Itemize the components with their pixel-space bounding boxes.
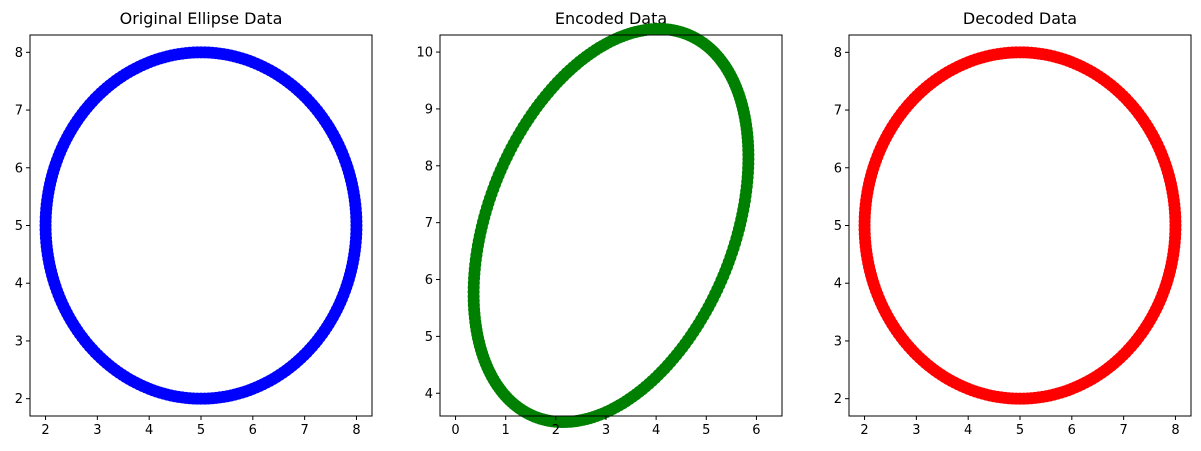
x-tick-label: 3: [93, 423, 101, 438]
x-tick-label: 4: [652, 423, 660, 438]
panel-decoded: Decoded Data 2 3 4 5 6 7 8 2 3 4 5 6 7 8: [834, 9, 1192, 438]
panel-title: Original Ellipse Data: [120, 9, 283, 28]
x-tick-label: 2: [552, 423, 560, 438]
x-tick-label: 5: [1016, 423, 1024, 438]
x-tick-label: 7: [1119, 423, 1127, 438]
y-tick-label: 4: [425, 387, 433, 402]
y-tick-label: 3: [834, 334, 842, 349]
y-tick-label: 4: [15, 277, 23, 292]
data-point: [694, 35, 707, 48]
y-tick-label: 6: [834, 161, 842, 176]
x-tick-label: 1: [502, 423, 510, 438]
x-tick-label: 5: [702, 423, 710, 438]
x-tick-label: 6: [752, 423, 760, 438]
y-tick-label: 10: [416, 46, 433, 61]
panel-title: Encoded Data: [555, 9, 667, 28]
x-tick-label: 4: [145, 423, 153, 438]
axes-frame: [439, 34, 783, 417]
y-tick-label: 7: [425, 216, 433, 231]
x-tick-label: 8: [1171, 423, 1179, 438]
y-tick-label: 8: [425, 159, 433, 174]
x-tick-label: 6: [249, 423, 257, 438]
data-series: [467, 22, 755, 429]
y-tick-label: 5: [834, 219, 842, 234]
y-tick-label: 4: [834, 277, 842, 292]
y-tick-label: 5: [15, 219, 23, 234]
y-tick-label: 6: [425, 273, 433, 288]
data-series: [858, 46, 1182, 405]
y-tick-label: 8: [15, 46, 23, 61]
x-tick-label: 2: [860, 423, 868, 438]
x-tick-label: 3: [602, 423, 610, 438]
data-series: [39, 46, 363, 405]
x-tick-label: 2: [41, 423, 49, 438]
y-tick-label: 5: [425, 330, 433, 345]
x-tick-label: 8: [352, 423, 360, 438]
y-tick-label: 9: [425, 102, 433, 117]
x-tick-label: 0: [451, 423, 459, 438]
panel-encoded: Encoded Data 0 1 2 3 4 5 6 4 5 6 7 8 9 10: [416, 9, 783, 438]
y-tick-label: 2: [15, 392, 23, 407]
y-tick-label: 3: [15, 334, 23, 349]
y-tick-label: 6: [15, 161, 23, 176]
x-tick-label: 6: [1068, 423, 1076, 438]
y-tick-label: 8: [834, 46, 842, 61]
y-tick-label: 2: [834, 392, 842, 407]
x-tick-label: 5: [197, 423, 205, 438]
y-tick-label: 7: [834, 104, 842, 119]
y-tick-label: 7: [15, 104, 23, 119]
x-tick-label: 4: [964, 423, 972, 438]
x-tick-label: 7: [300, 423, 308, 438]
panel-title: Decoded Data: [963, 9, 1077, 28]
data-point: [1169, 223, 1182, 236]
panel-original: Original Ellipse Data 2 3 4 5 6 7 8 2 3 4 5 6 7 8: [15, 9, 373, 438]
data-point: [350, 223, 363, 236]
x-tick-label: 3: [912, 423, 920, 438]
